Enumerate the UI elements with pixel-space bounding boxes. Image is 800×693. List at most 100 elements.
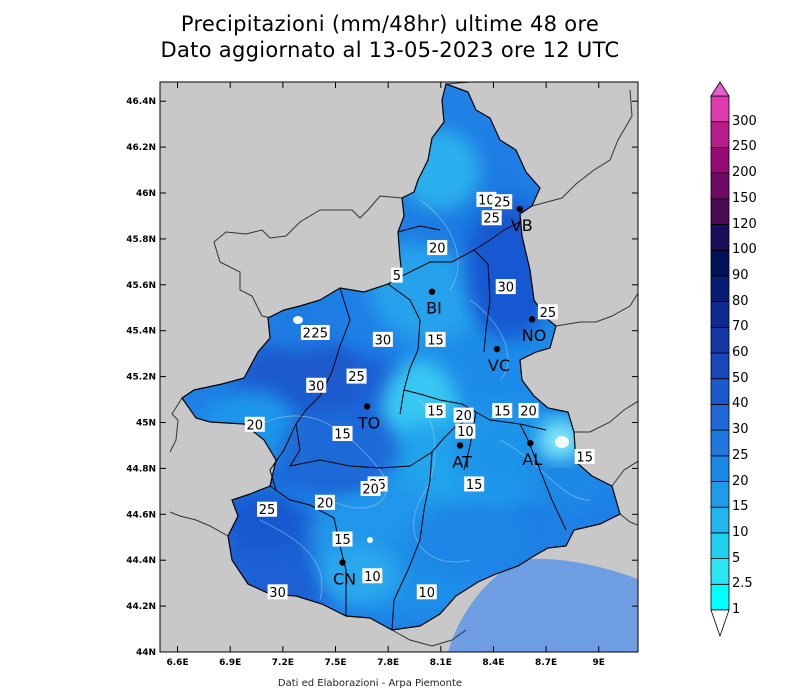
svg-text:20: 20: [520, 405, 537, 420]
lon-tick-label: 7.5E: [324, 658, 346, 668]
contour-label: 30: [495, 279, 516, 296]
svg-text:25: 25: [483, 212, 500, 227]
svg-text:15: 15: [334, 427, 351, 442]
city-label: TO: [357, 413, 380, 432]
lat-tick-label: 44.2N: [126, 602, 156, 612]
colorbar-swatch: [710, 455, 730, 482]
contour-label: 25: [492, 194, 513, 211]
contour-label: 15: [464, 476, 485, 493]
city-marker: [339, 559, 346, 566]
colorbar-level-label: 300: [732, 113, 757, 129]
contour-label: 10: [476, 191, 497, 208]
colorbar-swatch: [710, 532, 730, 559]
colorbar-swatch: [710, 224, 730, 251]
svg-text:10: 10: [418, 586, 435, 601]
colorbar-level-label: 2.5: [732, 576, 753, 592]
plot-frame: [159, 81, 639, 653]
lat-tick-label: 46.4N: [126, 97, 156, 107]
lat-tick-label: 44.6N: [126, 510, 156, 520]
svg-text:20: 20: [246, 418, 263, 433]
city-marker: [428, 288, 436, 295]
colorbar-level-label: 40: [732, 396, 749, 412]
colorbar-max-arrow: [710, 81, 730, 97]
city-label: AT: [452, 452, 472, 471]
colorbar-swatch: [710, 172, 730, 200]
svg-text:25: 25: [259, 503, 276, 518]
contour-label: 15: [425, 331, 446, 348]
lon-tick-label: 6.6E: [167, 658, 189, 668]
map-title: Precipitazioni (mm/48hr) ultime 48 ore: [180, 12, 600, 36]
svg-text:25: 25: [494, 196, 511, 211]
svg-text:10: 10: [457, 425, 474, 440]
city-marker: [527, 439, 534, 447]
colorbar-level-label: 250: [732, 139, 757, 155]
city-label: CN: [333, 569, 356, 588]
lat-tick-label: 45.2N: [126, 373, 156, 383]
colorbar-level-label: 10: [732, 524, 749, 540]
colorbar-swatch: [710, 378, 730, 405]
colorbar-swatch: [710, 506, 730, 534]
colorbar-swatch: [710, 326, 730, 354]
colorbar-level-label: 50: [732, 370, 749, 386]
contour-label: 20: [518, 403, 539, 420]
colorbar-level-label: 25: [732, 447, 749, 463]
contour-label: 15: [574, 448, 595, 465]
contour-label: 15: [332, 531, 353, 548]
colorbar-level-label: 60: [732, 345, 749, 360]
contour-label: 25: [537, 304, 558, 321]
lat-tick-label: 46.2N: [126, 143, 156, 153]
contour-label: 30: [372, 331, 393, 348]
svg-text:20: 20: [455, 409, 472, 424]
svg-text:30: 30: [269, 586, 286, 601]
contour-label: 20: [453, 407, 474, 424]
contour-label: 20: [427, 240, 448, 257]
contour-label: 5: [391, 267, 403, 284]
lon-tick-label: 8.4E: [482, 658, 504, 668]
svg-text:25: 25: [311, 326, 328, 341]
colorbar-swatch: [710, 147, 730, 174]
city-marker: [363, 403, 371, 410]
contour-label: 25: [309, 324, 330, 341]
colorbar-swatch: [710, 249, 730, 277]
colorbar-swatch: [710, 352, 730, 380]
colorbar-level-label: 30: [732, 422, 749, 438]
colorbar-level-label: 1: [732, 602, 741, 617]
colorbar-svg: [710, 81, 730, 638]
contour-label: 25: [346, 368, 367, 385]
svg-text:15: 15: [334, 533, 351, 548]
lat-tick-label: 45.8N: [126, 235, 156, 245]
contour-label: 10: [362, 568, 383, 585]
lon-tick-label: 7.8E: [377, 658, 399, 668]
svg-text:15: 15: [427, 333, 444, 348]
lon-tick-label: 7.2E: [272, 658, 294, 668]
contour-label: 25: [481, 210, 502, 227]
svg-text:10: 10: [364, 570, 381, 585]
lon-tick-label: 8.7E: [535, 658, 557, 668]
city-label: VC: [488, 356, 510, 375]
contour-label: 15: [332, 425, 353, 442]
colorbar-swatch: [710, 198, 730, 225]
lat-tick-label: 46N: [136, 189, 156, 199]
contour-label: 15: [492, 403, 513, 420]
contour-label: 10: [416, 584, 437, 601]
colorbar-level-label: 80: [732, 293, 749, 309]
contour-label: 10: [455, 423, 476, 440]
colorbar-swatch: [710, 275, 730, 302]
svg-text:25: 25: [348, 370, 365, 385]
svg-text:15: 15: [466, 478, 483, 493]
city-marker: [456, 442, 464, 449]
contour-label: 20: [314, 494, 335, 511]
svg-text:20: 20: [317, 496, 334, 511]
svg-text:20: 20: [429, 242, 446, 257]
contour-label: 20: [360, 481, 381, 498]
contour-label: 30: [306, 377, 327, 394]
map-subtitle: Dato aggiornato al 13-05-2023 ore 12 UTC: [160, 38, 620, 62]
svg-text:30: 30: [497, 281, 514, 296]
lat-tick-label: 44N: [136, 648, 156, 658]
colorbar-level-label: 15: [732, 499, 749, 515]
colorbar-level-label: 70: [732, 319, 749, 335]
colorbar-legend: 1 2.5 5 10 15 20 25 30 40 50 60 70 80 90 100 120 150 200 2…: [708, 80, 800, 640]
city-label: BI: [426, 299, 442, 318]
svg-text:5: 5: [393, 269, 401, 284]
colorbar-level-label: 200: [732, 165, 757, 181]
